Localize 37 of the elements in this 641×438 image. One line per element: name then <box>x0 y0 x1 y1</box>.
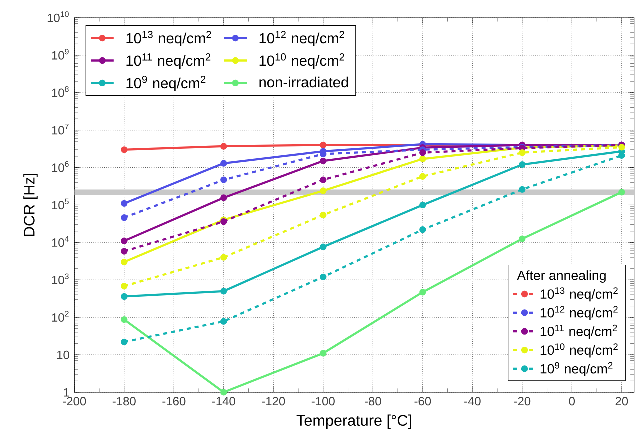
legend-label: 10$^{12}$ neq/cm$^{2}$ <box>540 306 618 320</box>
y-tick-label: 10$^{8}$ <box>52 86 69 98</box>
legend-label: 10$^{10}$ neq/cm$^{2}$ <box>540 344 618 358</box>
y-tick-label: 10$^{7}$ <box>52 124 69 135</box>
y-tick-label: 10 <box>58 351 70 360</box>
x-tick-label: -100 <box>312 397 335 406</box>
x-tick-label: -140 <box>212 397 236 406</box>
legend-label: 10$^{13}$ neq/cm$^{2}$ <box>540 288 618 302</box>
x-tick-label: -200 <box>63 397 86 406</box>
y-tick-label: 10$^{4}$ <box>52 236 70 248</box>
legend-label: 10$^{13}$ neq/cm$^{2}$ <box>126 31 212 47</box>
legend-label: 10$^{11}$ neq/cm$^{2}$ <box>126 54 211 70</box>
y-tick-label: 10$^{10}$ <box>48 12 69 22</box>
x-tick-label: -80 <box>365 397 382 406</box>
y-tick-label: 10$^{5}$ <box>52 199 69 210</box>
legend-label: non-irradiated <box>260 77 348 88</box>
legend-title: After annealing <box>517 270 606 284</box>
x-tick-label: -60 <box>414 397 432 406</box>
y-tick-label: 1 <box>64 388 70 397</box>
legend-label: 10$^{10}$ neq/cm$^{2}$ <box>260 54 344 70</box>
x-tick-label: 0 <box>569 397 576 406</box>
y-axis-title: DCR [Hz] <box>24 174 38 236</box>
y-tick-label: 10$^{3}$ <box>52 274 69 285</box>
x-axis-title: Temperature [°C] <box>296 414 412 430</box>
x-tick-label: -180 <box>112 397 136 406</box>
legend-label: 10$^{9}$ neq/cm$^{2}$ <box>126 76 206 92</box>
x-tick-label: -160 <box>162 397 186 406</box>
x-tick-label: -20 <box>514 397 531 406</box>
y-tick-label: 10$^{9}$ <box>52 49 69 60</box>
x-tick-label: 20 <box>616 397 628 406</box>
legend-label: 10$^{12}$ neq/cm$^{2}$ <box>260 31 344 47</box>
y-tick-label: 10$^{2}$ <box>52 311 69 322</box>
legend-label: 10$^{9}$ neq/cm$^{2}$ <box>540 362 613 376</box>
y-tick-label: 10$^{6}$ <box>52 161 69 172</box>
x-tick-label: -40 <box>464 397 481 406</box>
x-tick-label: -120 <box>262 397 286 406</box>
legend-label: 10$^{11}$ neq/cm$^{2}$ <box>540 325 618 340</box>
